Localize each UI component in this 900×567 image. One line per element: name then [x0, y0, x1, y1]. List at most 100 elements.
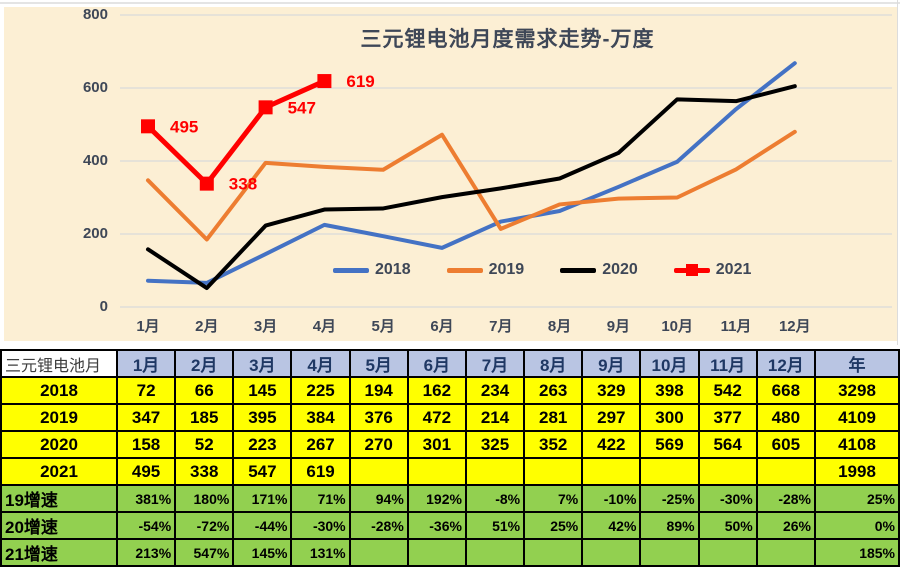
table-cell[interactable]: -36% [406, 511, 467, 540]
table-cell[interactable]: 1998 [814, 457, 900, 486]
table-cell[interactable]: 7% [523, 484, 584, 513]
table-cell[interactable]: 376 [348, 403, 409, 432]
column-header[interactable]: 10月 [639, 349, 700, 378]
table-cell[interactable]: 352 [523, 430, 584, 459]
table-cell[interactable]: 605 [755, 430, 817, 459]
legend-item-2021[interactable]: 2021 [673, 261, 751, 279]
table-cell[interactable] [639, 538, 700, 567]
column-header[interactable]: 年 [814, 349, 900, 378]
table-cell[interactable]: 194 [348, 376, 409, 405]
table-cell[interactable]: 472 [406, 403, 467, 432]
table-cell[interactable]: 171% [232, 484, 293, 513]
row-label[interactable]: 2019 [0, 403, 118, 432]
table-cell[interactable]: 542 [697, 376, 758, 405]
table-cell[interactable] [406, 538, 467, 567]
table-cell[interactable] [697, 457, 758, 486]
table-cell[interactable]: -28% [348, 511, 409, 540]
column-header[interactable]: 5月 [348, 349, 409, 378]
column-header[interactable]: 12月 [755, 349, 817, 378]
table-cell[interactable]: 214 [464, 403, 526, 432]
table-cell[interactable] [523, 538, 584, 567]
table-cell[interactable]: 25% [523, 511, 584, 540]
table-cell[interactable]: 329 [581, 376, 642, 405]
row-label[interactable]: 2020 [0, 430, 118, 459]
table-cell[interactable] [348, 538, 409, 567]
table-cell[interactable]: 89% [639, 511, 700, 540]
table-cell[interactable]: 338 [174, 457, 235, 486]
table-cell[interactable] [406, 457, 467, 486]
table-cell[interactable]: 158 [115, 430, 177, 459]
row-label[interactable]: 19增速 [0, 484, 118, 513]
table-cell[interactable]: 3298 [814, 376, 900, 405]
table-cell[interactable]: 52 [174, 430, 235, 459]
table-cell[interactable]: 234 [464, 376, 526, 405]
table-cell[interactable]: 267 [290, 430, 351, 459]
column-header[interactable]: 11月 [697, 349, 758, 378]
column-header[interactable]: 2月 [174, 349, 235, 378]
table-cell[interactable]: 185 [174, 403, 235, 432]
table-cell[interactable]: 569 [639, 430, 700, 459]
table-cell[interactable]: 270 [348, 430, 409, 459]
table-cell[interactable]: 325 [464, 430, 526, 459]
column-header[interactable]: 9月 [581, 349, 642, 378]
table-cell[interactable]: 51% [464, 511, 526, 540]
table-cell[interactable] [464, 457, 526, 486]
table-cell[interactable]: 422 [581, 430, 642, 459]
table-cell[interactable]: 495 [115, 457, 177, 486]
table-cell[interactable]: 192% [406, 484, 467, 513]
table-cell[interactable]: -8% [464, 484, 526, 513]
table-cell[interactable]: -30% [697, 484, 758, 513]
table-cell[interactable] [348, 457, 409, 486]
table-cell[interactable]: 25% [814, 484, 900, 513]
table-cell[interactable]: 619 [290, 457, 351, 486]
row-label[interactable]: 2018 [0, 376, 118, 405]
table-cell[interactable]: -25% [639, 484, 700, 513]
table-cell[interactable]: 145% [232, 538, 293, 567]
table-cell[interactable]: 162 [406, 376, 467, 405]
table-cell[interactable]: 213% [115, 538, 177, 567]
demand-line-chart[interactable]: 495 338 547 619 三元锂电池月度需求走势-万度 0 200 400 600 80… [0, 0, 900, 349]
table-cell[interactable] [581, 538, 642, 567]
table-cell[interactable] [523, 457, 584, 486]
legend-item-2019[interactable]: 2019 [446, 261, 524, 279]
table-cell[interactable]: 71% [290, 484, 351, 513]
table-cell[interactable] [464, 538, 526, 567]
table-cell[interactable]: 0% [814, 511, 900, 540]
table-title-cell[interactable]: 三元锂电池月 [0, 349, 118, 378]
table-cell[interactable]: 301 [406, 430, 467, 459]
table-cell[interactable]: 547 [232, 457, 293, 486]
table-cell[interactable]: -54% [115, 511, 177, 540]
table-cell[interactable] [755, 538, 817, 567]
table-cell[interactable]: 395 [232, 403, 293, 432]
table-cell[interactable]: -10% [581, 484, 642, 513]
table-cell[interactable]: 480 [755, 403, 817, 432]
legend-item-2020[interactable]: 2020 [560, 261, 638, 279]
table-cell[interactable]: 26% [755, 511, 817, 540]
column-header[interactable]: 8月 [523, 349, 584, 378]
table-cell[interactable]: -30% [290, 511, 351, 540]
table-cell[interactable]: 225 [290, 376, 351, 405]
table-cell[interactable] [581, 457, 642, 486]
table-cell[interactable]: 398 [639, 376, 700, 405]
table-cell[interactable]: 72 [115, 376, 177, 405]
table-cell[interactable]: 4109 [814, 403, 900, 432]
table-cell[interactable]: 66 [174, 376, 235, 405]
column-header[interactable]: 7月 [464, 349, 526, 378]
table-cell[interactable]: 185% [814, 538, 900, 567]
table-cell[interactable]: 131% [290, 538, 351, 567]
table-cell[interactable]: 145 [232, 376, 293, 405]
column-header[interactable]: 4月 [290, 349, 351, 378]
table-cell[interactable]: 223 [232, 430, 293, 459]
table-cell[interactable] [639, 457, 700, 486]
table-cell[interactable]: 263 [523, 376, 584, 405]
table-cell[interactable]: 347 [115, 403, 177, 432]
table-cell[interactable]: 300 [639, 403, 700, 432]
legend-item-2018[interactable]: 2018 [333, 261, 411, 279]
row-label[interactable]: 21增速 [0, 538, 118, 567]
table-cell[interactable]: 42% [581, 511, 642, 540]
table-cell[interactable] [755, 457, 817, 486]
column-header[interactable]: 1月 [115, 349, 177, 378]
table-cell[interactable]: 180% [174, 484, 235, 513]
table-cell[interactable] [697, 538, 758, 567]
table-cell[interactable]: 50% [697, 511, 758, 540]
